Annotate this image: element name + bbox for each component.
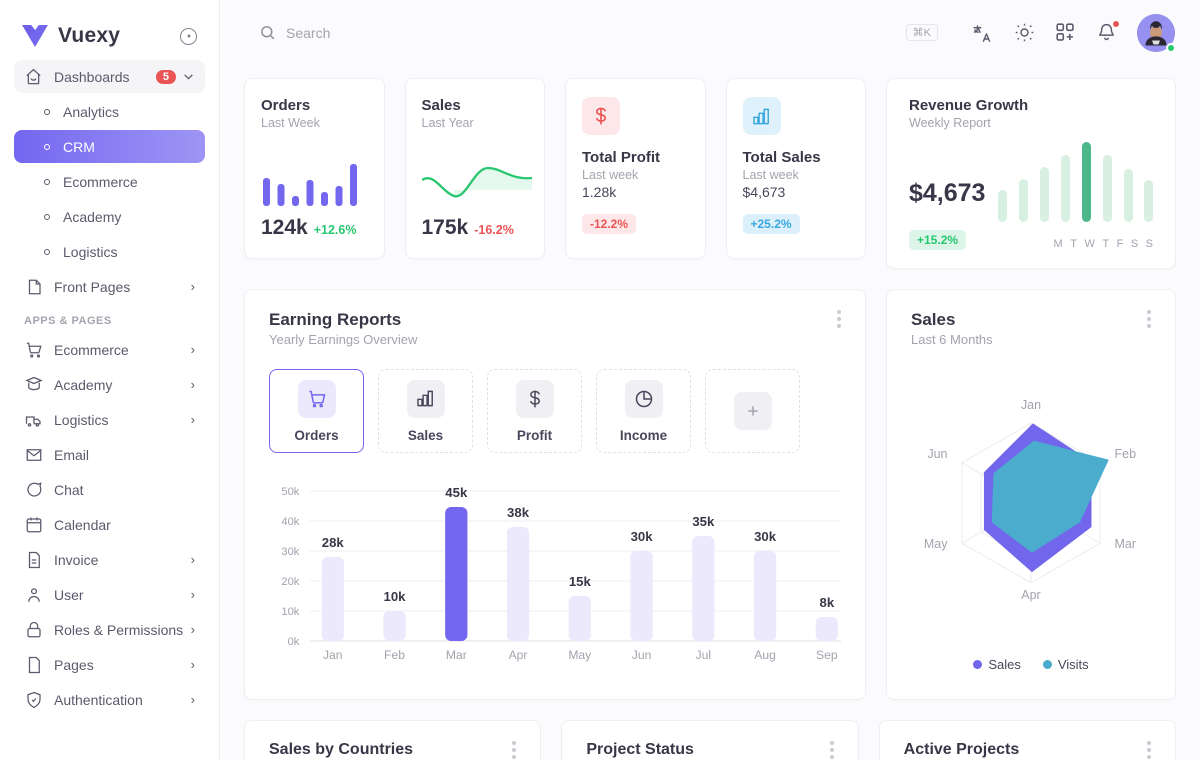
svg-text:30k: 30k [281, 546, 299, 558]
svg-text:May: May [568, 648, 591, 662]
svg-text:50k: 50k [281, 486, 299, 498]
svg-text:Jul: Jul [696, 648, 712, 662]
svg-text:Jun: Jun [632, 648, 652, 662]
svg-text:15k: 15k [569, 574, 592, 589]
svg-text:Mar: Mar [1115, 537, 1136, 551]
svg-text:May: May [924, 537, 948, 551]
svg-text:Jan: Jan [323, 648, 343, 662]
svg-text:28k: 28k [322, 535, 345, 550]
svg-text:Apr: Apr [509, 648, 528, 662]
svg-text:45k: 45k [445, 485, 468, 500]
svg-text:Jan: Jan [1021, 398, 1041, 412]
svg-text:Apr: Apr [1021, 588, 1040, 602]
svg-text:Mar: Mar [446, 648, 467, 662]
svg-text:Jun: Jun [927, 447, 947, 461]
svg-text:35k: 35k [692, 514, 715, 529]
svg-text:8k: 8k [820, 595, 835, 610]
svg-text:38k: 38k [507, 505, 530, 520]
svg-text:Sep: Sep [816, 648, 838, 662]
svg-text:30k: 30k [754, 529, 777, 544]
svg-text:Feb: Feb [384, 648, 405, 662]
svg-text:10k: 10k [281, 606, 299, 618]
svg-text:Feb: Feb [1115, 447, 1137, 461]
svg-text:Aug: Aug [754, 648, 776, 662]
svg-text:10k: 10k [384, 589, 407, 604]
svg-text:0k: 0k [288, 636, 300, 648]
svg-text:40k: 40k [281, 516, 299, 528]
svg-text:20k: 20k [281, 576, 299, 588]
svg-text:30k: 30k [631, 529, 654, 544]
